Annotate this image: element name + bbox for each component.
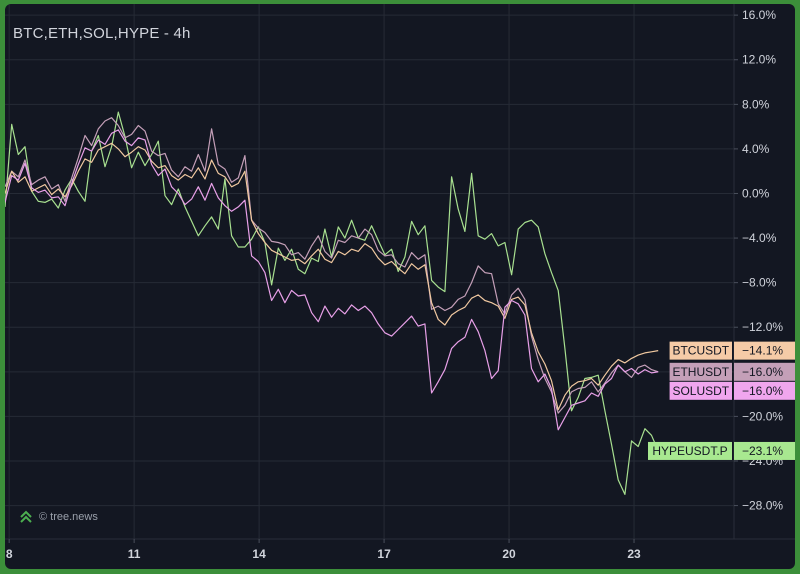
series-lines bbox=[5, 111, 659, 495]
value-tag-hypeusdt-p: HYPEUSDT.P −23.1% bbox=[648, 441, 795, 460]
value-tag-value-box bbox=[734, 381, 795, 400]
price-tick-label: 4.0% bbox=[742, 142, 770, 156]
price-tick-label: −20.0% bbox=[742, 409, 783, 423]
chart-canvas[interactable]: 16.0% 12.0% 8.0% 4.0% 0.0% −4.0% −8.0% −12.0% −1… bbox=[5, 4, 795, 569]
price-axis: 16.0% 12.0% 8.0% 4.0% 0.0% −4.0% −8.0% −12.0% −1… bbox=[734, 8, 783, 513]
value-tag-value-box bbox=[734, 441, 795, 460]
watermark-text: © tree.news bbox=[39, 511, 98, 523]
value-tag-value-box bbox=[734, 362, 795, 381]
value-tag-name-box bbox=[669, 381, 732, 400]
time-tick-label: 8 bbox=[6, 547, 13, 561]
tree-logo-icon bbox=[20, 510, 32, 523]
chart-panel: 16.0% 12.0% 8.0% 4.0% 0.0% −4.0% −8.0% −12.0% −1… bbox=[5, 4, 795, 569]
value-tag-ethusdt: ETHUSDT −16.0% bbox=[669, 362, 795, 381]
grid-lines bbox=[5, 4, 734, 539]
chart-title: BTC,ETH,SOL,HYPE - 4h bbox=[13, 25, 191, 42]
time-tick-label: 23 bbox=[627, 547, 641, 561]
value-tag-name-box bbox=[669, 362, 732, 381]
time-tick-label: 14 bbox=[252, 547, 266, 561]
value-tag-name: SOLUSDT bbox=[672, 384, 729, 398]
price-tick-label: 8.0% bbox=[742, 97, 770, 111]
price-tick-label: −28.0% bbox=[742, 499, 783, 513]
price-tick-label: −4.0% bbox=[742, 231, 777, 245]
series-line-ethusdt[interactable] bbox=[5, 117, 659, 414]
time-tick-label: 11 bbox=[128, 547, 141, 561]
value-tag-btcusdt: BTCUSDT −14.1% bbox=[669, 341, 795, 360]
price-tick-label: 16.0% bbox=[742, 8, 776, 22]
time-tick-label: 20 bbox=[502, 547, 516, 561]
series-line-solusdt[interactable] bbox=[5, 129, 659, 431]
time-tick-label: 17 bbox=[377, 547, 391, 561]
price-tick-label: 12.0% bbox=[742, 53, 776, 67]
value-tag-name-box bbox=[669, 341, 732, 360]
price-tick-label: 0.0% bbox=[742, 186, 770, 200]
price-tick-label: −12.0% bbox=[742, 320, 783, 334]
value-tag-value-box bbox=[734, 341, 795, 360]
time-axis: 8 11 14 17 20 23 bbox=[6, 539, 641, 561]
value-tag-name: BTCUSDT bbox=[672, 344, 729, 358]
value-tag-solusdt: SOLUSDT −16.0% bbox=[669, 381, 795, 400]
value-tag-name-box bbox=[648, 441, 732, 460]
value-tag-value: −16.0% bbox=[742, 365, 783, 379]
value-tag-name: HYPEUSDT.P bbox=[652, 444, 727, 458]
series-line-btcusdt[interactable] bbox=[5, 142, 659, 411]
value-tag-value: −23.1% bbox=[742, 444, 783, 458]
value-tags: BTCUSDT −14.1% ETHUSDT −16.0% SOLUSDT −16.0% H… bbox=[648, 341, 795, 460]
series-line-hypeusdt-p[interactable] bbox=[5, 111, 659, 495]
value-tag-name: ETHUSDT bbox=[672, 365, 729, 379]
price-tick-label: −8.0% bbox=[742, 276, 777, 290]
value-tag-value: −14.1% bbox=[742, 344, 783, 358]
watermark: © tree.news bbox=[19, 508, 98, 526]
value-tag-value: −16.0% bbox=[742, 384, 783, 398]
